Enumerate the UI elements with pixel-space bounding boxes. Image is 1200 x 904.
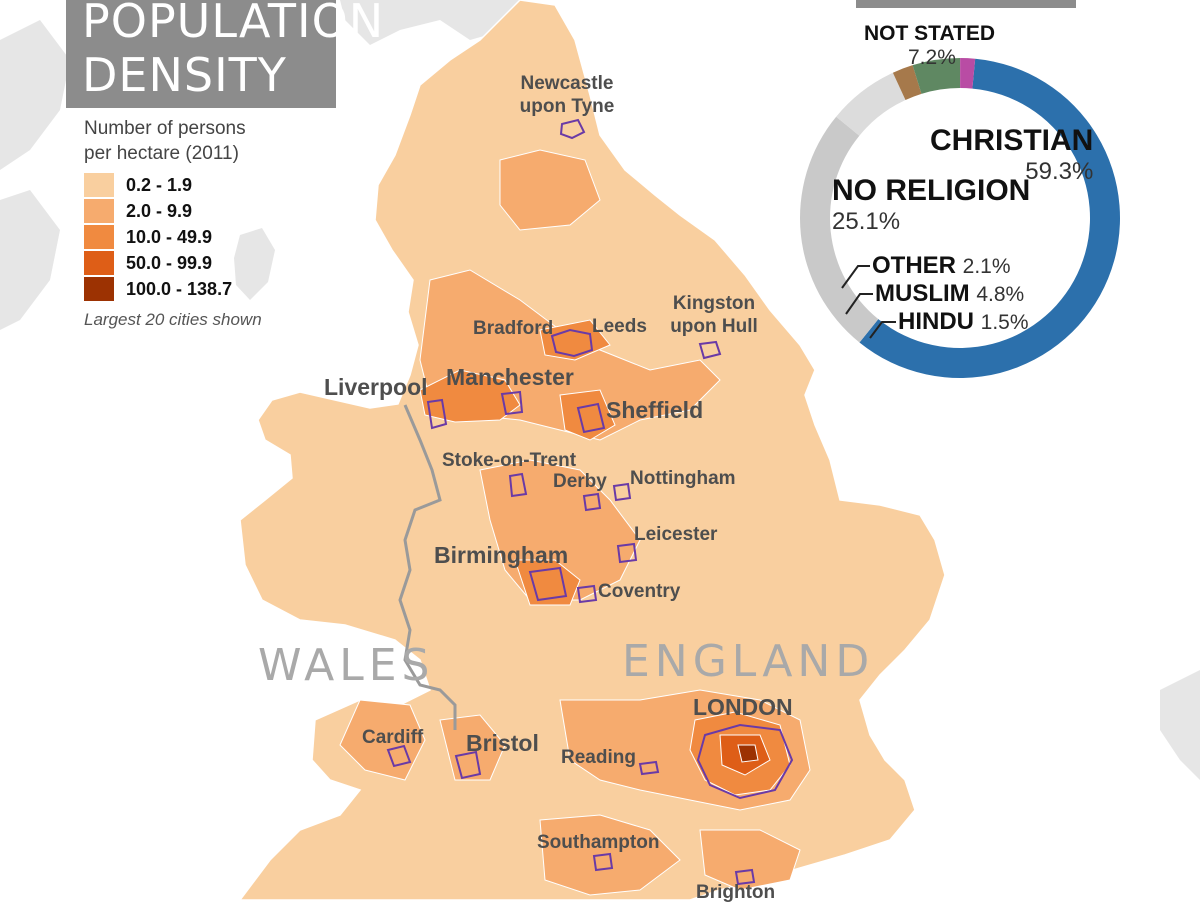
map-title-line1: POPULATION [82, 0, 385, 48]
legend-row: 0.2 - 1.9 [84, 172, 314, 198]
stoke-city-outline [508, 472, 528, 498]
manchester-city-outline [500, 390, 524, 416]
legend-label: 50.0 - 99.9 [126, 252, 213, 273]
legend-label: 10.0 - 49.9 [126, 226, 213, 247]
donut-segment-hindu [960, 58, 976, 89]
legend-label: 2.0 - 9.9 [126, 200, 193, 221]
city-label-hull-line1: Kingston [672, 293, 756, 314]
birmingham-city-outline [528, 566, 568, 602]
london-city-outline [696, 723, 794, 800]
legend-swatch [84, 225, 114, 249]
city-outlines [386, 118, 794, 886]
leicester-city-outline [616, 542, 638, 564]
city-label-southampton: Southampton [537, 832, 660, 853]
city-label-newcastle: Newcastle upon Tyne [512, 72, 622, 118]
donut-label-christian-name: CHRISTIAN [930, 124, 1094, 157]
donut-label-no-religion: NO RELIGION 25.1% [832, 174, 1030, 236]
donut-segment-other [892, 65, 922, 100]
city-label-liverpool: Liverpool [324, 374, 428, 400]
city-label-leeds: Leeds [592, 316, 647, 337]
coventry-city-outline [576, 584, 598, 604]
donut-label-hindu-percent: 1.5% [980, 311, 1029, 334]
donut-label-muslim-percent: 4.8% [976, 283, 1025, 306]
donut-label-muslim: MUSLIM 4.8% [875, 280, 1024, 308]
donut-label-muslim-name: MUSLIM [875, 280, 970, 307]
city-label-nottingham: Nottingham [630, 468, 736, 489]
city-label-newcastle-line1: Newcastle [520, 73, 614, 94]
city-label-london: LONDON [693, 694, 793, 720]
donut-label-other: OTHER 2.1% [872, 252, 1011, 280]
donut-segment-not-stated [836, 72, 906, 136]
nottingham-city-outline [612, 482, 632, 502]
donut-label-no-religion-name: NO RELIGION [832, 174, 1031, 207]
city-label-derby: Derby [553, 471, 607, 492]
city-label-bradford: Bradford [473, 318, 554, 339]
bristol-city-outline [454, 750, 482, 780]
legend-rows: 0.2 - 1.9 2.0 - 9.9 10.0 - 49.9 50.0 - 9… [84, 172, 314, 302]
neighbour-land [0, 0, 1200, 780]
legend-row: 2.0 - 9.9 [84, 198, 314, 224]
cardiff-city-outline [386, 744, 412, 768]
city-label-birmingham: Birmingham [434, 542, 569, 568]
legend-swatch [84, 277, 114, 301]
donut-segment-christian [859, 58, 1120, 379]
city-label-stoke: Stoke-on-Trent [442, 450, 577, 471]
city-label-hull: Kingston upon Hull [664, 292, 764, 338]
legend-swatch [84, 173, 114, 197]
city-label-leicester: Leicester [634, 524, 718, 545]
city-label-hull-line2: upon Hull [670, 316, 758, 337]
legend-swatch [84, 251, 114, 275]
donut-label-other-percent: 2.1% [962, 255, 1011, 278]
donut-label-other-name: OTHER [872, 252, 956, 279]
religion-donut-chart [800, 58, 1120, 379]
legend-note: Largest 20 cities shown [84, 310, 262, 329]
donut-label-not-stated: NOT STATED 7.2% [864, 22, 995, 70]
legend-label: 100.0 - 138.7 [126, 278, 233, 299]
legend-description-line1: Number of persons [84, 118, 246, 139]
map-title-box: POPULATION DENSITY [66, 0, 383, 108]
donut-label-no-religion-percent: 25.1% [832, 208, 901, 235]
newcastle-city-outline [559, 118, 586, 140]
donut-label-christian-percent: 59.3% [1025, 158, 1094, 185]
donut-label-not-stated-name: NOT STATED [864, 22, 996, 45]
city-label-sheffield: Sheffield [606, 397, 704, 423]
religion-title-bar [856, 0, 1076, 8]
region-label-england: ENGLAND [622, 636, 875, 687]
city-label-coventry: Coventry [598, 581, 681, 602]
density-legend: Number of persons per hectare (2011) 0.2… [84, 116, 314, 330]
city-label-reading: Reading [561, 747, 636, 768]
hull-city-outline [698, 340, 722, 360]
map-title-line2: DENSITY [82, 48, 287, 102]
reading-city-outline [638, 760, 660, 776]
donut-label-not-stated-percent: 7.2% [908, 46, 956, 69]
brighton-city-outline [734, 868, 756, 886]
city-label-newcastle-line2: upon Tyne [519, 96, 615, 117]
legend-row: 100.0 - 138.7 [84, 276, 314, 302]
leeds-bradford-city-outline [550, 328, 594, 358]
donut-label-hindu-name: HINDU [898, 308, 974, 335]
donut-segment-no-religion [800, 116, 879, 343]
donut-hole [830, 88, 1090, 348]
southampton-city-outline [592, 852, 614, 872]
legend-label: 0.2 - 1.9 [126, 174, 193, 195]
derby-city-outline [582, 492, 602, 512]
city-label-bristol: Bristol [466, 730, 539, 756]
city-label-manchester: Manchester [446, 364, 574, 390]
sheffield-city-outline [576, 402, 606, 434]
donut-label-christian: CHRISTIAN 59.3% [930, 124, 1093, 186]
legend-row: 50.0 - 99.9 [84, 250, 314, 276]
donut-segment-muslim [912, 58, 961, 94]
region-label-wales: WALES [258, 640, 435, 691]
wales-england-border [398, 404, 457, 730]
england-wales-landmass [239, 0, 946, 900]
liverpool-city-outline [426, 398, 448, 430]
city-label-cardiff: Cardiff [362, 727, 424, 748]
legend-swatch [84, 199, 114, 223]
city-label-brighton: Brighton [696, 882, 776, 903]
legend-row: 10.0 - 49.9 [84, 224, 314, 250]
legend-description-line2: per hectare (2011) [84, 143, 239, 164]
donut-label-hindu: HINDU 1.5% [898, 308, 1029, 336]
